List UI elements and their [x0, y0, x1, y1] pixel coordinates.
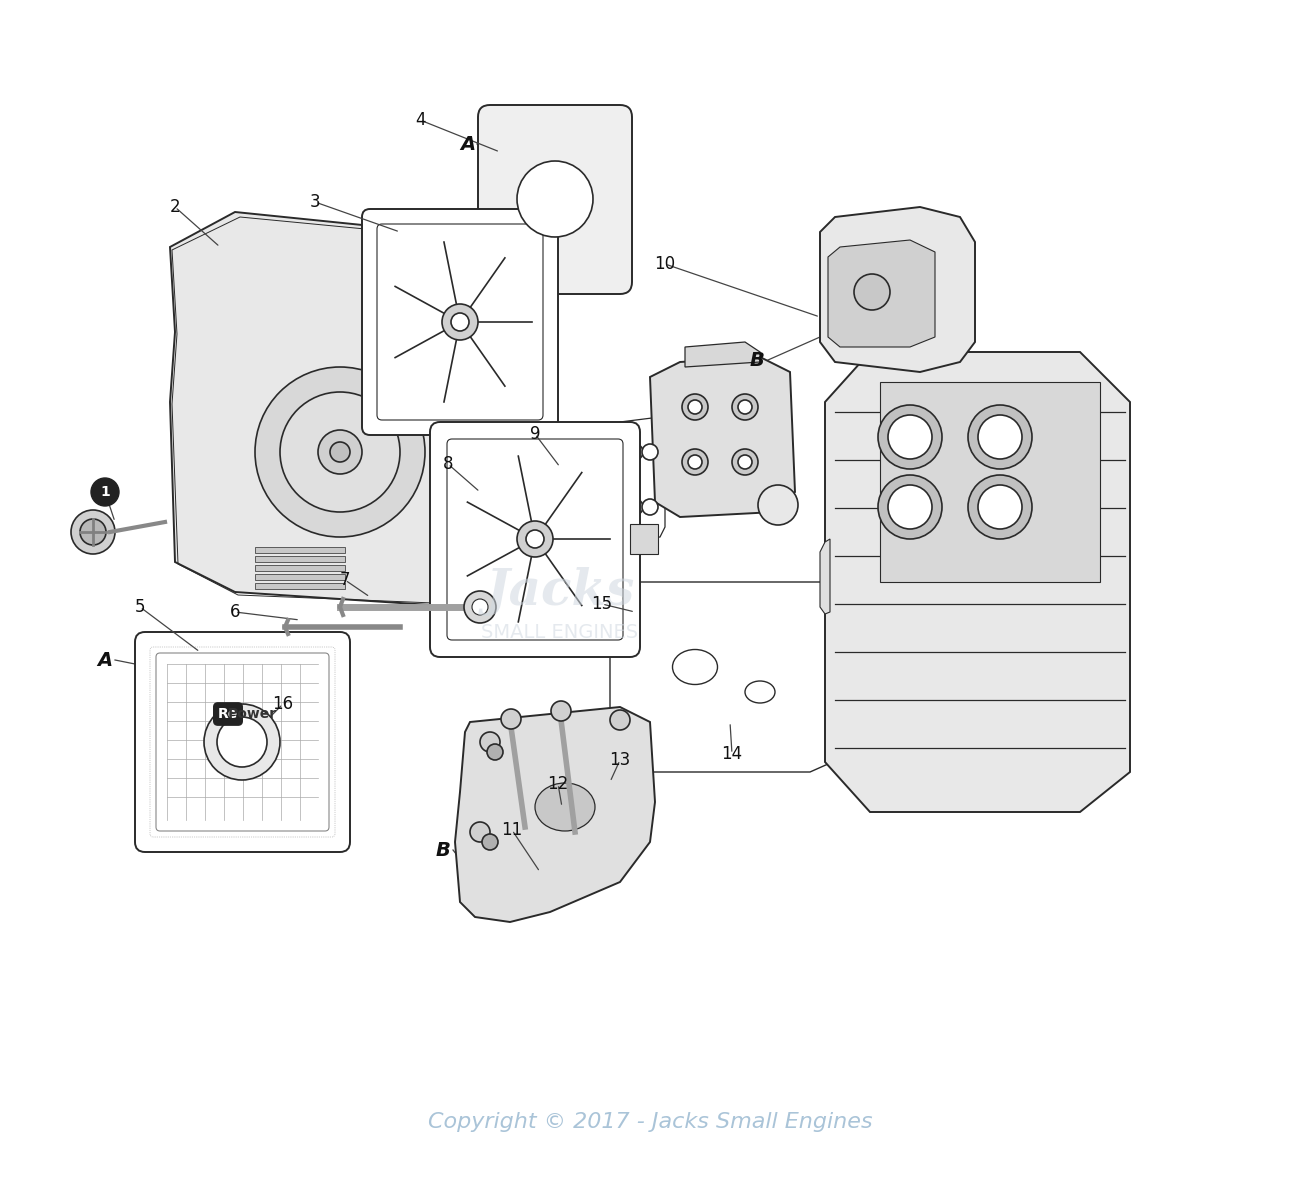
Text: 13: 13 — [610, 751, 630, 769]
Text: 11: 11 — [502, 821, 523, 839]
Circle shape — [682, 394, 708, 420]
Bar — [255, 583, 344, 589]
FancyBboxPatch shape — [156, 653, 329, 831]
Circle shape — [526, 530, 543, 548]
Polygon shape — [170, 212, 536, 607]
Text: Power: Power — [227, 707, 277, 721]
Bar — [255, 565, 344, 571]
Text: 10: 10 — [654, 255, 676, 273]
Text: 7: 7 — [339, 571, 350, 589]
Circle shape — [732, 449, 758, 476]
Text: B: B — [750, 350, 764, 370]
Circle shape — [482, 834, 498, 850]
FancyBboxPatch shape — [361, 209, 558, 435]
Circle shape — [255, 367, 425, 537]
Circle shape — [888, 485, 932, 529]
Polygon shape — [685, 342, 760, 367]
Circle shape — [682, 449, 708, 476]
Text: 14: 14 — [722, 745, 742, 763]
Circle shape — [217, 718, 266, 767]
Circle shape — [464, 591, 497, 622]
Circle shape — [642, 444, 658, 460]
Circle shape — [280, 393, 400, 512]
Bar — [255, 547, 344, 553]
Polygon shape — [455, 707, 655, 922]
Circle shape — [610, 710, 630, 730]
Text: B: B — [436, 840, 450, 860]
Circle shape — [878, 405, 942, 470]
Text: 12: 12 — [547, 775, 568, 793]
Polygon shape — [820, 207, 975, 372]
Text: SMALL ENGINES: SMALL ENGINES — [481, 622, 638, 642]
Text: 6: 6 — [230, 603, 240, 621]
Circle shape — [978, 415, 1022, 459]
Circle shape — [471, 822, 490, 842]
FancyBboxPatch shape — [135, 632, 350, 852]
Polygon shape — [820, 539, 829, 614]
Circle shape — [968, 476, 1032, 539]
Circle shape — [318, 430, 361, 474]
Circle shape — [500, 709, 521, 728]
Polygon shape — [828, 240, 935, 347]
Text: A: A — [98, 650, 113, 669]
Text: Copyright © 2017 - Jacks Small Engines: Copyright © 2017 - Jacks Small Engines — [428, 1112, 872, 1132]
Circle shape — [91, 478, 120, 506]
Circle shape — [517, 161, 593, 237]
FancyBboxPatch shape — [430, 421, 640, 657]
Bar — [880, 382, 1100, 582]
Circle shape — [488, 744, 503, 760]
Circle shape — [732, 394, 758, 420]
Circle shape — [688, 400, 702, 414]
FancyBboxPatch shape — [478, 105, 632, 294]
Text: 1: 1 — [100, 485, 110, 498]
Circle shape — [81, 519, 107, 545]
Polygon shape — [610, 417, 666, 542]
Circle shape — [204, 704, 280, 780]
FancyBboxPatch shape — [377, 224, 543, 420]
Polygon shape — [610, 582, 855, 772]
Polygon shape — [650, 358, 796, 517]
Text: 9: 9 — [530, 425, 541, 443]
Text: 15: 15 — [592, 595, 612, 613]
Circle shape — [738, 400, 751, 414]
Text: Jacks: Jacks — [485, 567, 634, 616]
Text: 5: 5 — [135, 598, 146, 616]
Circle shape — [627, 444, 644, 460]
Circle shape — [480, 732, 500, 752]
Circle shape — [551, 701, 571, 721]
Ellipse shape — [536, 783, 595, 831]
Circle shape — [978, 485, 1022, 529]
Text: 2: 2 — [170, 197, 181, 216]
Circle shape — [878, 476, 942, 539]
Circle shape — [330, 442, 350, 462]
Circle shape — [688, 455, 702, 470]
Text: A: A — [460, 135, 476, 153]
Circle shape — [72, 510, 114, 554]
Ellipse shape — [672, 649, 718, 685]
Circle shape — [888, 415, 932, 459]
Text: 3: 3 — [309, 193, 320, 211]
Circle shape — [442, 303, 478, 340]
Ellipse shape — [745, 681, 775, 703]
Circle shape — [854, 275, 890, 309]
FancyBboxPatch shape — [447, 439, 623, 641]
Circle shape — [451, 313, 469, 331]
Text: 16: 16 — [273, 695, 294, 713]
Circle shape — [968, 405, 1032, 470]
Circle shape — [472, 600, 488, 615]
Circle shape — [627, 498, 644, 515]
Polygon shape — [630, 524, 658, 554]
Polygon shape — [826, 352, 1130, 811]
Circle shape — [517, 521, 552, 557]
Circle shape — [738, 455, 751, 470]
Bar — [255, 574, 344, 580]
Text: 4: 4 — [415, 111, 425, 129]
Circle shape — [758, 485, 798, 525]
Text: 8: 8 — [443, 455, 454, 473]
Text: Re: Re — [218, 707, 238, 721]
Circle shape — [642, 498, 658, 515]
Bar — [255, 556, 344, 562]
